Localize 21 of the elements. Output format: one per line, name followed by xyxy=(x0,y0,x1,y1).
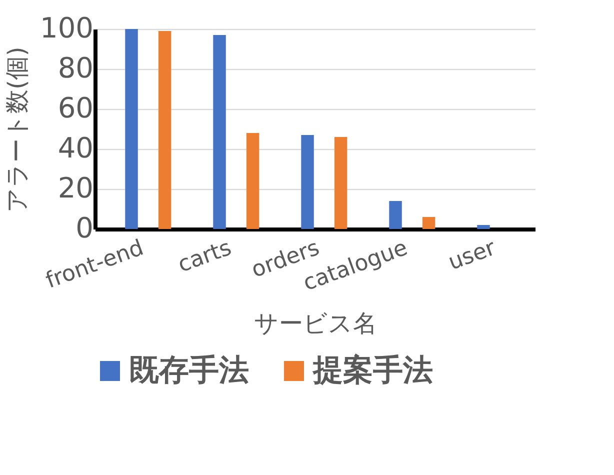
y-tick-label: 40 xyxy=(58,132,94,164)
y-tick-label: 80 xyxy=(58,52,94,84)
bar xyxy=(301,135,314,229)
x-axis-title: サービス名 xyxy=(254,309,377,338)
legend-label: 提案手法 xyxy=(312,353,433,388)
bar xyxy=(213,35,226,229)
bar xyxy=(246,133,260,229)
x-tick-label: carts xyxy=(174,236,235,278)
bar xyxy=(158,31,172,229)
bar xyxy=(477,225,490,229)
legend-label: 既存手法 xyxy=(129,353,249,388)
y-tick-label: 0 xyxy=(76,212,94,244)
y-tick-label: 60 xyxy=(58,92,94,124)
bar xyxy=(125,29,138,229)
bar xyxy=(334,137,348,229)
y-axis-title: アラート数(個) xyxy=(3,46,32,212)
y-tick-label: 100 xyxy=(40,12,94,44)
x-tick-label: user xyxy=(445,235,500,276)
y-tick-label: 20 xyxy=(58,172,94,204)
bar xyxy=(389,201,402,229)
bar xyxy=(422,217,436,229)
